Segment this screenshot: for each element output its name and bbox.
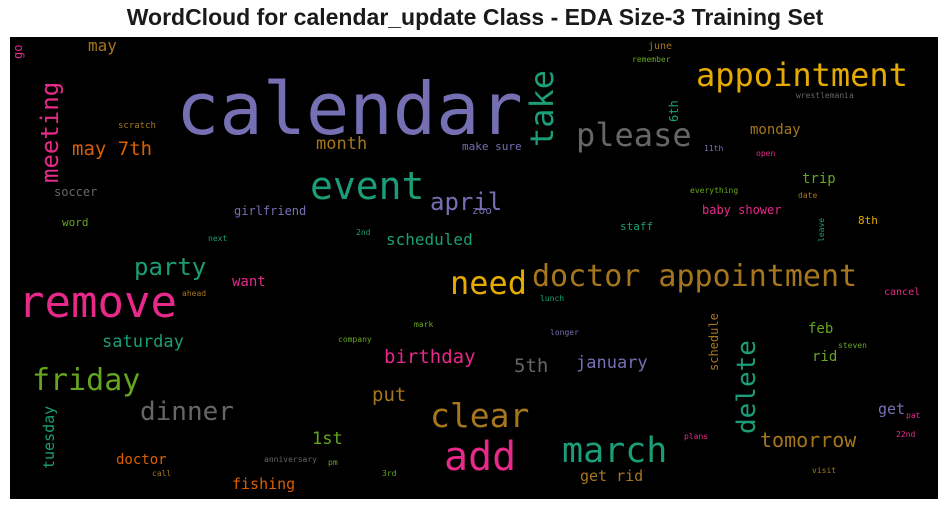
word-everything: everything [690, 186, 739, 195]
word-wrestlemania: wrestlemania [796, 91, 854, 100]
word-scratch: scratch [118, 121, 156, 131]
word-go: go [11, 44, 25, 59]
word-meeting: meeting [36, 81, 64, 183]
word-take: take [523, 69, 561, 147]
word-11th: 11th [704, 144, 724, 153]
word-mark: mark [414, 320, 434, 329]
word-schedule: schedule [707, 313, 721, 371]
word-anniversary: anniversary [264, 455, 317, 464]
word-1st: 1st [312, 429, 343, 449]
word-dinner: dinner [140, 397, 234, 427]
word-22nd: 22nd [896, 430, 916, 439]
word-january: january [576, 353, 648, 373]
word-may: may [88, 37, 117, 55]
word-pm: pm [328, 458, 338, 467]
word-april: april [430, 188, 503, 216]
word-appointment: appointment [696, 56, 908, 94]
wordcloud-canvas: calendar remove appointment doctor appointm… [10, 37, 938, 499]
word-birthday: birthday [384, 346, 476, 368]
word-pat: pat [906, 411, 921, 420]
word-get: get [878, 400, 906, 418]
word-leave: leave [817, 217, 826, 242]
word-get-rid: get rid [580, 467, 644, 485]
word-remember: remember [632, 55, 671, 64]
word-saturday: saturday [102, 332, 184, 352]
word-month: month [316, 134, 368, 154]
word-put: put [372, 384, 407, 406]
word-fishing: fishing [232, 475, 296, 493]
word-ahead: ahead [182, 289, 207, 298]
word-word: word [62, 216, 89, 229]
word-open: open [756, 149, 776, 158]
word-event: event [310, 164, 425, 208]
chart-title: WordCloud for calendar_update Class - ED… [126, 4, 824, 30]
word-plans: plans [684, 432, 709, 441]
word-may-7th: may 7th [72, 138, 153, 160]
word-feb: feb [808, 321, 834, 337]
word-trip: trip [802, 171, 836, 187]
word-june: june [648, 41, 673, 52]
word-friday: friday [32, 363, 141, 398]
word-longer: longer [550, 328, 579, 337]
word-2nd: 2nd [356, 228, 371, 237]
word-march: march [562, 431, 668, 471]
word-calendar: calendar [176, 67, 523, 151]
word-make-sure: make sure [462, 140, 522, 153]
word-call: call [152, 469, 172, 478]
word-3rd: 3rd [382, 469, 397, 478]
word-want: want [232, 274, 266, 290]
word-girlfriend: girlfriend [234, 204, 307, 218]
word-need: need [450, 264, 528, 302]
word-steven: steven [838, 341, 867, 350]
word-zoo: zoo [472, 204, 492, 217]
word-rid: rid [812, 349, 838, 365]
word-please: please [576, 116, 692, 154]
word-add: add [444, 434, 517, 480]
word-doctor-appointment: doctor appointment [532, 259, 858, 294]
word-cancel: cancel [884, 287, 921, 298]
word-party: party [134, 253, 207, 281]
word-lunch: lunch [540, 294, 565, 303]
word-clear: clear [430, 396, 530, 435]
word-5th: 5th [514, 355, 549, 377]
word-baby-shower: baby shower [702, 203, 782, 217]
word-remove: remove [18, 277, 177, 328]
word-soccer: soccer [54, 185, 98, 199]
word-monday: monday [750, 122, 801, 138]
word-6th: 6th [667, 100, 681, 122]
word-company: company [338, 335, 372, 344]
word-staff: staff [620, 220, 654, 233]
word-tuesday: tuesday [40, 405, 58, 469]
word-next: next [208, 234, 228, 243]
word-date: date [798, 191, 818, 200]
word-visit: visit [812, 466, 837, 475]
word-scheduled: scheduled [386, 230, 473, 249]
word-tomorrow: tomorrow [760, 428, 857, 452]
word-doctor: doctor [116, 452, 167, 468]
word-delete: delete [732, 340, 762, 434]
word-8th: 8th [858, 214, 878, 227]
